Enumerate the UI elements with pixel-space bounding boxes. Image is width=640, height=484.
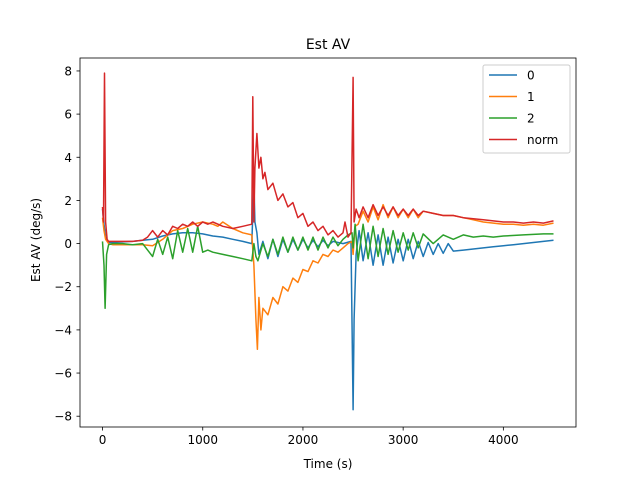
x-tick-label: 1000 [187,433,218,447]
series-line-0 [101,180,554,411]
legend: 0 1 2 norm [482,64,571,154]
y-tick-label: 0 [64,237,72,251]
legend-box [482,64,571,154]
y-axis-label: Est AV (deg/s) [29,198,43,282]
x-axis-label: Time (s) [303,457,353,471]
y-tick-label: 8 [64,64,72,78]
y-tick-label: −8 [54,410,72,424]
y-tick-label: 6 [64,108,72,122]
y-tick-label: 2 [64,194,72,208]
x-tick-label: 0 [99,433,107,447]
x-tick-label: 3000 [388,433,419,447]
legend-label: norm [527,133,558,147]
axes-frame [79,57,577,428]
legend-label: 1 [527,90,535,104]
x-tick-label: 2000 [288,433,319,447]
x-tick-label: 4000 [488,433,519,447]
series-line-norm [101,72,554,243]
chart-title: Est AV [306,37,351,53]
legend-label: 0 [527,69,535,83]
y-tick-label: −4 [54,323,72,337]
series-line-2 [101,223,554,310]
y-tick-label: −6 [54,367,72,381]
y-tick-label: −2 [54,280,72,294]
plot-area: 0 1000 2000 3000 4000 −8 −6 −4 −2 0 2 4 6 8 0 1 2 norm [54,57,577,447]
legend-label: 2 [527,112,535,126]
y-tick-label: 4 [64,151,72,165]
